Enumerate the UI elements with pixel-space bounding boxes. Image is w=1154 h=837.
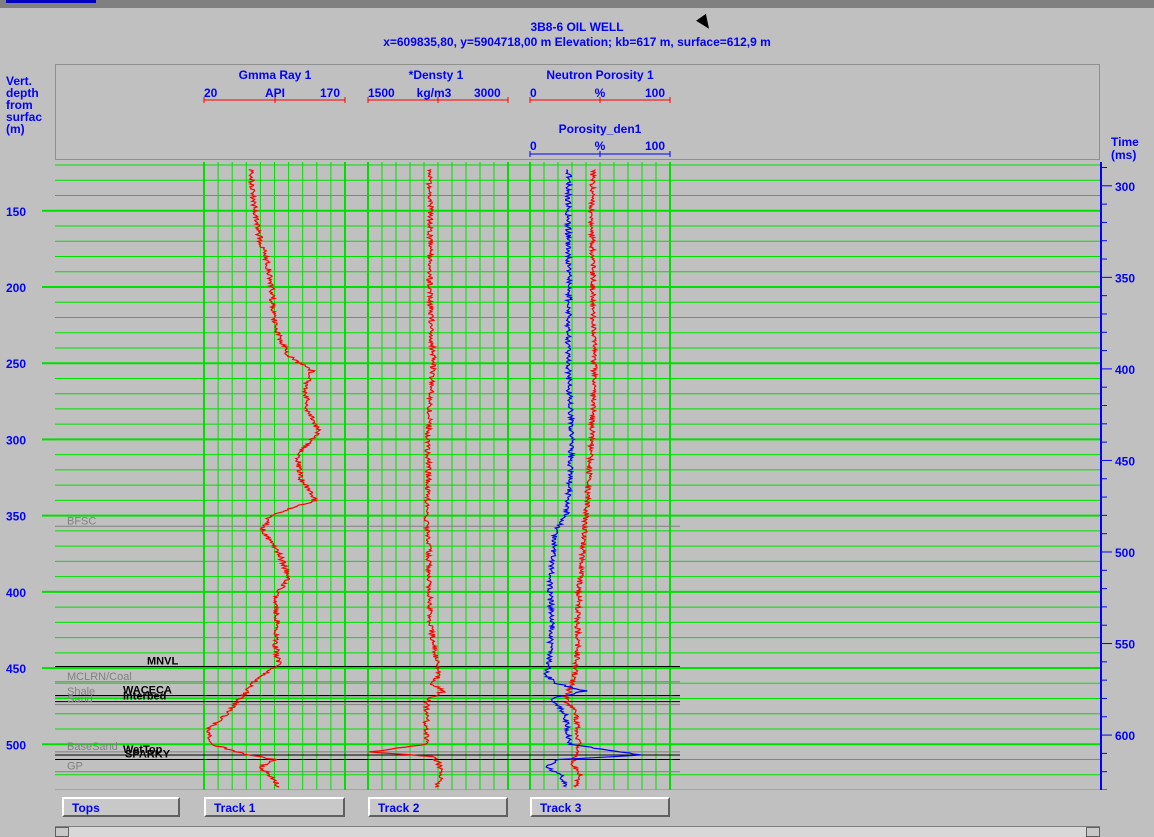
time-tick-label: 350: [1115, 271, 1135, 285]
depth-tick-label: 150: [6, 205, 26, 219]
left-axis-title-line: depth: [6, 86, 39, 100]
gr-min: 20: [204, 86, 218, 100]
depth-tick-label: 450: [6, 662, 26, 676]
depth-tick-label: 200: [6, 281, 26, 295]
top-label: SPARKY: [125, 749, 171, 761]
header-panel: [55, 64, 1100, 160]
time-tick-label: 550: [1115, 638, 1135, 652]
top-label: WACECA: [123, 684, 172, 696]
log-curves: [205, 169, 641, 788]
gr-max: 170: [320, 86, 341, 100]
depth-ticks: 150 200 250 300 350 400 450 500: [6, 205, 55, 752]
gr-unit: API: [264, 86, 286, 100]
menu-fragment: [6, 0, 96, 3]
time-axis: 300 350 400 450 500 550 600: [1100, 162, 1135, 790]
top-label: Interbed: [123, 691, 166, 703]
neu-min: 0: [530, 86, 537, 100]
time-ticks: 300 350 400 450 500 550 600: [1101, 166, 1135, 790]
time-tick-label: 500: [1115, 546, 1135, 560]
curve--densty-1: [368, 169, 447, 788]
right-axis-title-line: (ms): [1111, 148, 1137, 162]
left-axis-title-line: (m): [6, 122, 25, 136]
neu-curve-name: Neutron Porosity 1: [546, 68, 654, 82]
time-tick-label: 600: [1115, 729, 1135, 743]
right-axis-title-line: Time: [1111, 135, 1139, 149]
porden-curve-name: Porosity_den1: [558, 122, 642, 136]
track3-button[interactable]: Track 3: [530, 797, 670, 817]
den-unit: kg/m3: [416, 86, 452, 100]
left-axis-title-line: surfac: [6, 110, 43, 124]
porden-max: 100: [645, 139, 666, 153]
curve-gmma-ray-1: [205, 169, 322, 788]
left-axis-title: Vert. depth from surfac (m): [6, 75, 42, 135]
time-tick-label: 400: [1115, 363, 1135, 377]
well-title: 3B8-6 OIL WELL: [530, 20, 624, 34]
den-max: 3000: [474, 86, 501, 100]
curve-neutron-porosity-1: [563, 169, 599, 788]
den-min: 1500: [368, 86, 395, 100]
gr-curve-name: Gmma Ray 1: [238, 68, 312, 82]
depth-axis: 150 200 250 300 350 400 450 500: [6, 205, 55, 752]
top-label: MNVL: [147, 656, 178, 668]
track2-button[interactable]: Track 2: [368, 797, 508, 817]
window-top-strip: [0, 0, 1154, 8]
time-tick-label: 300: [1115, 180, 1135, 194]
depth-tick-label: 250: [6, 357, 26, 371]
porden-min: 0: [530, 139, 537, 153]
well-location: x=609835,80, y=5904718,00 m Elevation; k…: [383, 35, 771, 49]
left-axis-title-line: from: [6, 98, 33, 112]
track1-button[interactable]: Track 1: [204, 797, 345, 817]
neu-unit: %: [594, 86, 606, 100]
left-axis-title-line: Vert.: [6, 74, 33, 88]
top-label: GP: [67, 761, 83, 773]
tops-button[interactable]: Tops: [62, 797, 180, 817]
den-curve-name: *Densty 1: [408, 68, 464, 82]
depth-tick-label: 400: [6, 586, 26, 600]
time-tick-label: 450: [1115, 454, 1135, 468]
top-label: WetTop: [123, 744, 163, 756]
porden-unit: %: [594, 139, 606, 153]
top-label: MCLRN/Coal: [67, 671, 132, 683]
top-label: BaseSand: [67, 741, 118, 753]
grid: [55, 162, 1100, 790]
top-label: BFSC: [67, 515, 96, 527]
depth-tick-label: 300: [6, 433, 26, 447]
depth-tick-label: 350: [6, 510, 26, 524]
right-axis-title: Time (ms): [1111, 136, 1139, 162]
depth-tick-label: 500: [6, 738, 26, 752]
horizontal-scrollbar[interactable]: [55, 826, 1100, 837]
neu-max: 100: [645, 86, 666, 100]
top-label: Sand: [67, 694, 93, 706]
curve-porosity-den1: [543, 169, 641, 788]
